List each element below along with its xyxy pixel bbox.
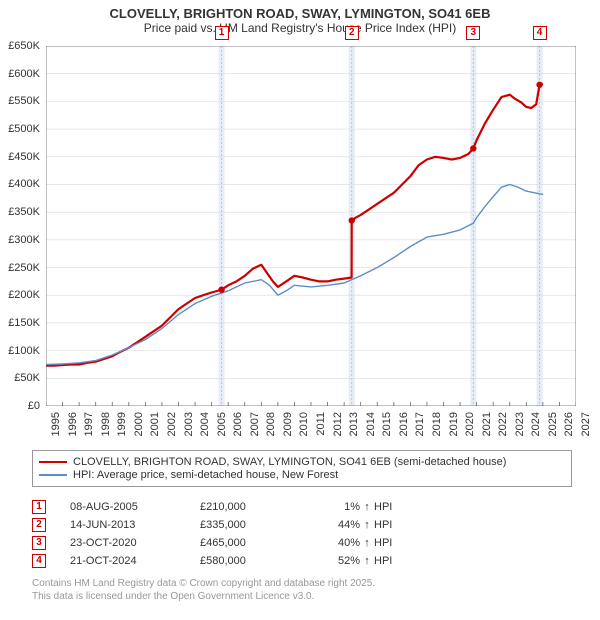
legend-swatch-1 xyxy=(39,461,67,463)
legend-row: HPI: Average price, semi-detached house,… xyxy=(39,469,565,481)
x-tick-label: 2006 xyxy=(232,412,244,436)
legend-row: CLOVELLY, BRIGHTON ROAD, SWAY, LYMINGTON… xyxy=(39,456,565,468)
sale-number-box: 4 xyxy=(32,554,46,568)
sale-marker-box: 1 xyxy=(215,26,229,40)
sale-number-box: 1 xyxy=(32,500,46,514)
sale-number-box: 3 xyxy=(32,536,46,550)
x-tick-label: 2011 xyxy=(315,412,327,436)
x-tick-label: 2004 xyxy=(199,412,211,436)
legend: CLOVELLY, BRIGHTON ROAD, SWAY, LYMINGTON… xyxy=(32,450,572,487)
sales-row: 1 08-AUG-2005£210,0001%↑HPI xyxy=(32,498,414,516)
sale-date: 21-OCT-2024 xyxy=(70,555,200,567)
arrow-up-icon: ↑ xyxy=(360,555,374,567)
sale-pct: 1% xyxy=(310,501,360,513)
x-tick-label: 2022 xyxy=(497,412,509,436)
x-tick-label: 2024 xyxy=(530,412,542,436)
chart-subtitle: Price paid vs. HM Land Registry's House … xyxy=(0,21,600,35)
footer-line-1: Contains HM Land Registry data © Crown c… xyxy=(32,578,375,591)
x-tick-label: 2008 xyxy=(265,412,277,436)
x-tick-label: 1996 xyxy=(67,412,79,436)
x-tick-label: 2023 xyxy=(514,412,526,436)
x-tick-label: 1997 xyxy=(83,412,95,436)
y-tick-label: £500K xyxy=(0,123,40,135)
x-tick-label: 2016 xyxy=(398,412,410,436)
footer: Contains HM Land Registry data © Crown c… xyxy=(32,578,375,603)
x-tick-label: 2000 xyxy=(133,412,145,436)
y-tick-label: £0 xyxy=(0,400,40,412)
sale-price: £580,000 xyxy=(200,555,310,567)
legend-swatch-2 xyxy=(39,474,67,476)
sale-hpi-tag: HPI xyxy=(374,519,414,531)
sale-price: £465,000 xyxy=(200,537,310,549)
sale-pct: 44% xyxy=(310,519,360,531)
x-tick-label: 2017 xyxy=(414,412,426,436)
sale-marker-box: 3 xyxy=(466,26,480,40)
x-tick-label: 2025 xyxy=(547,412,559,436)
y-tick-label: £150K xyxy=(0,317,40,329)
x-tick-label: 2005 xyxy=(216,412,228,436)
arrow-up-icon: ↑ xyxy=(360,501,374,513)
y-tick-label: £250K xyxy=(0,262,40,274)
footer-line-2: This data is licensed under the Open Gov… xyxy=(32,591,375,604)
sale-pct: 40% xyxy=(310,537,360,549)
chart-title: CLOVELLY, BRIGHTON ROAD, SWAY, LYMINGTON… xyxy=(0,6,600,21)
sales-row: 4 21-OCT-2024£580,00052%↑HPI xyxy=(32,552,414,570)
x-tick-label: 2020 xyxy=(464,412,476,436)
x-tick-label: 2010 xyxy=(298,412,310,436)
x-tick-label: 1998 xyxy=(100,412,112,436)
y-tick-label: £50K xyxy=(0,372,40,384)
sale-marker-box: 2 xyxy=(345,26,359,40)
x-tick-label: 2015 xyxy=(381,412,393,436)
sales-row: 2 14-JUN-2013£335,00044%↑HPI xyxy=(32,516,414,534)
x-tick-label: 2003 xyxy=(183,412,195,436)
y-tick-label: £600K xyxy=(0,68,40,80)
x-tick-label: 2002 xyxy=(166,412,178,436)
sale-price: £335,000 xyxy=(200,519,310,531)
y-tick-label: £400K xyxy=(0,178,40,190)
x-tick-label: 2012 xyxy=(332,412,344,436)
sale-date: 14-JUN-2013 xyxy=(70,519,200,531)
y-tick-label: £200K xyxy=(0,289,40,301)
y-tick-label: £650K xyxy=(0,40,40,52)
y-tick-label: £300K xyxy=(0,234,40,246)
x-tick-label: 2001 xyxy=(149,412,161,436)
sale-marker-box: 4 xyxy=(533,26,547,40)
sales-row: 3 23-OCT-2020£465,00040%↑HPI xyxy=(32,534,414,552)
sale-number-box: 2 xyxy=(32,518,46,532)
x-tick-label: 2021 xyxy=(481,412,493,436)
sale-date: 08-AUG-2005 xyxy=(70,501,200,513)
sale-pct: 52% xyxy=(310,555,360,567)
x-tick-label: 2014 xyxy=(365,412,377,436)
x-tick-label: 2013 xyxy=(348,412,360,436)
x-tick-label: 2019 xyxy=(448,412,460,436)
sale-price: £210,000 xyxy=(200,501,310,513)
sale-date: 23-OCT-2020 xyxy=(70,537,200,549)
y-tick-label: £450K xyxy=(0,151,40,163)
arrow-up-icon: ↑ xyxy=(360,519,374,531)
legend-label-2: HPI: Average price, semi-detached house,… xyxy=(73,469,338,481)
y-tick-label: £350K xyxy=(0,206,40,218)
x-tick-label: 1999 xyxy=(116,412,128,436)
x-tick-label: 2007 xyxy=(249,412,261,436)
sale-hpi-tag: HPI xyxy=(374,537,414,549)
x-tick-label: 2009 xyxy=(282,412,294,436)
arrow-up-icon: ↑ xyxy=(360,537,374,549)
y-tick-label: £100K xyxy=(0,345,40,357)
sale-hpi-tag: HPI xyxy=(374,501,414,513)
x-tick-label: 2026 xyxy=(563,412,575,436)
sales-table: 108-AUG-2005£210,0001%↑HPI214-JUN-2013£3… xyxy=(32,498,414,570)
y-tick-label: £550K xyxy=(0,95,40,107)
x-tick-label: 1995 xyxy=(50,412,62,436)
x-tick-label: 2018 xyxy=(431,412,443,436)
chart-svg xyxy=(46,46,576,406)
legend-label-1: CLOVELLY, BRIGHTON ROAD, SWAY, LYMINGTON… xyxy=(73,456,506,468)
x-tick-label: 2027 xyxy=(580,412,592,436)
sale-hpi-tag: HPI xyxy=(374,555,414,567)
chart-area: £0£50K£100K£150K£200K£250K£300K£350K£400… xyxy=(46,46,576,406)
